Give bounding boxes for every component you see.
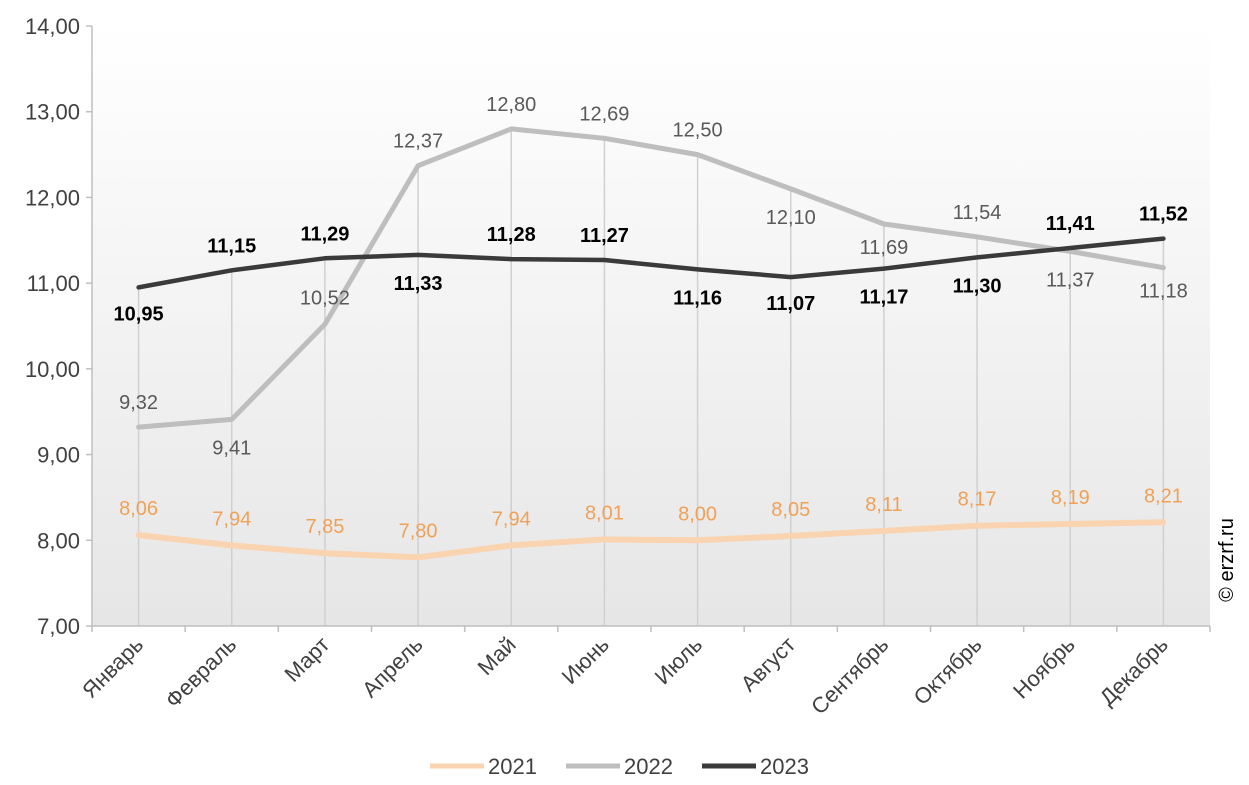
data-label-2022: 10,52 — [300, 287, 350, 309]
x-tick-label: Март — [280, 632, 335, 687]
y-tick-label: 14,00 — [25, 14, 80, 39]
data-label-2023: 11,27 — [580, 225, 629, 247]
series-line-2021 — [135, 519, 1167, 561]
data-label-2022: 12,50 — [673, 120, 723, 142]
data-label-2021: 8,19 — [1051, 487, 1090, 509]
x-tick-label: Июль — [650, 632, 707, 689]
y-tick-label: 7,00 — [37, 614, 80, 639]
data-label-2022: 12,69 — [579, 103, 629, 125]
y-tick-label: 9,00 — [37, 443, 80, 468]
x-tick-label: Февраль — [160, 632, 241, 713]
data-label-2023: 11,33 — [394, 273, 443, 295]
y-tick-label: 8,00 — [37, 528, 80, 553]
data-label-2021: 7,94 — [212, 508, 251, 530]
x-tick-label: Октябрь — [909, 632, 987, 710]
x-tick-label: Май — [473, 632, 521, 680]
data-label-2023: 11,29 — [300, 223, 349, 245]
data-label-2021: 8,17 — [958, 489, 997, 511]
data-label-2022: 12,80 — [486, 94, 536, 116]
data-label-2022: 9,32 — [119, 392, 158, 414]
data-label-2021: 8,21 — [1144, 485, 1183, 507]
data-label-2023: 11,28 — [487, 224, 536, 246]
data-label-2023: 11,07 — [766, 293, 815, 315]
legend-label-2023: 2023 — [760, 754, 809, 779]
data-label-2023: 11,30 — [953, 275, 1002, 297]
data-label-2023: 11,15 — [207, 235, 256, 257]
legend-label-2022: 2022 — [624, 754, 673, 779]
data-label-2021: 7,80 — [399, 520, 438, 542]
data-label-2023: 11,16 — [673, 287, 722, 309]
y-tick-label: 13,00 — [25, 100, 80, 125]
x-tick-label: Июнь — [557, 632, 614, 689]
data-label-2023: 10,95 — [114, 303, 164, 325]
data-labels: 8,06 7,94 7,85 7,80 7,94 8,01 8,00 8,05 8,11 8,17… — [114, 94, 1188, 543]
series-lines — [135, 126, 1167, 561]
data-label-2021: 8,06 — [119, 498, 158, 520]
data-label-2022: 12,37 — [393, 131, 443, 153]
data-label-2021: 8,05 — [771, 499, 810, 521]
data-label-2022: 11,37 — [1046, 269, 1095, 291]
legend-label-2021: 2021 — [488, 754, 537, 779]
data-label-2022: 11,18 — [1139, 281, 1188, 303]
data-label-2022: 9,41 — [212, 437, 251, 459]
x-tick-label: Ноябрь — [1008, 632, 1080, 704]
data-label-2021: 8,01 — [585, 502, 624, 524]
legend: 2021 2022 2023 — [430, 754, 809, 779]
series-line-2023 — [136, 236, 1166, 290]
data-label-2023: 11,41 — [1046, 213, 1095, 235]
x-tick-label: Сентябрь — [806, 632, 893, 719]
y-tick-label: 11,00 — [27, 271, 80, 296]
data-label-2022: 11,54 — [953, 202, 1002, 224]
y-tick-label: 12,00 — [25, 185, 80, 210]
x-tick-label: Апрель — [357, 632, 427, 702]
watermark: © erzrf.ru — [1216, 518, 1238, 602]
x-tick-label: Август — [736, 632, 801, 697]
y-tick-label: 10,00 — [25, 357, 80, 382]
series-line-2022 — [136, 126, 1166, 430]
data-label-2022: 12,10 — [766, 207, 816, 229]
data-label-2021: 7,94 — [492, 508, 531, 530]
plot-area — [92, 26, 1210, 626]
data-label-2022: 11,69 — [860, 237, 909, 259]
data-label-2021: 7,85 — [305, 516, 344, 538]
data-label-2023: 11,52 — [1139, 204, 1188, 226]
data-label-2023: 11,17 — [859, 287, 908, 309]
x-tick-label: Декабрь — [1095, 632, 1173, 710]
x-tick-label: Январь — [77, 632, 148, 703]
data-label-2021: 8,00 — [678, 503, 717, 525]
data-label-2021: 8,11 — [865, 494, 902, 516]
